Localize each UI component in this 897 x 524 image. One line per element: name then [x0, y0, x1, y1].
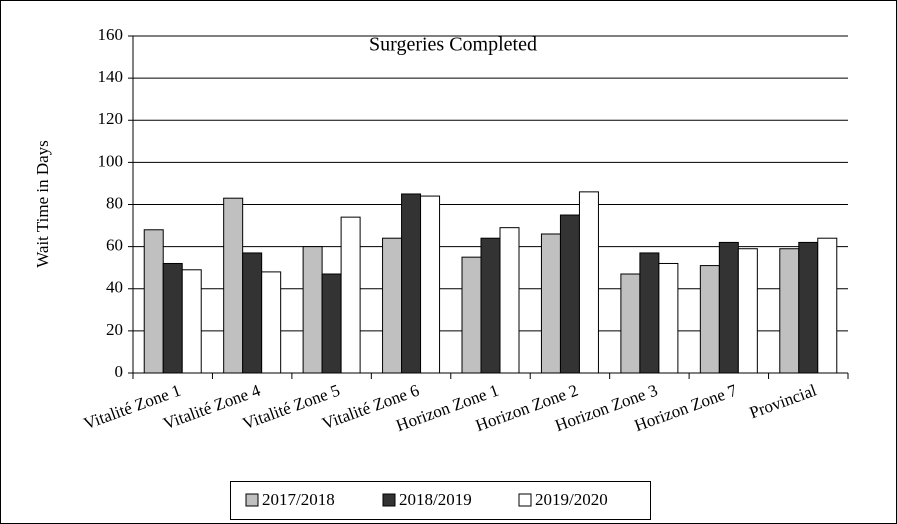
- bar: [639, 252, 660, 374]
- bar: [480, 237, 501, 374]
- y-tick-label: 40: [106, 278, 123, 297]
- bar: [578, 191, 599, 374]
- y-tick-label: 60: [106, 236, 123, 255]
- y-axis-label: Wait Time in Days: [33, 140, 52, 268]
- y-tick-label: 20: [106, 320, 123, 339]
- bar: [382, 237, 403, 374]
- legend-swatch: [382, 493, 396, 507]
- bar: [559, 214, 580, 374]
- y-tick-label: 100: [98, 151, 124, 170]
- legend-label: 2018/2019: [399, 490, 472, 509]
- y-tick-label: 0: [115, 362, 124, 381]
- legend-box: [230, 481, 651, 520]
- bar: [261, 271, 282, 374]
- legend-label: 2019/2020: [535, 490, 608, 509]
- bar: [540, 233, 561, 374]
- bar: [817, 237, 838, 374]
- legend-swatch: [518, 493, 532, 507]
- bar: [620, 273, 641, 374]
- y-tick-label: 160: [98, 25, 124, 44]
- chart-title: Surgeries Completed: [369, 34, 537, 56]
- bar: [162, 262, 183, 374]
- legend-label: 2017/2018: [262, 490, 335, 509]
- bar: [737, 248, 758, 374]
- bar: [302, 246, 323, 374]
- legend-swatch: [245, 493, 259, 507]
- bar: [779, 248, 800, 374]
- y-tick-label: 120: [98, 109, 124, 128]
- bar: [143, 229, 164, 374]
- y-tick-label: 140: [98, 67, 124, 86]
- bar: [798, 241, 819, 374]
- bar: [499, 227, 520, 374]
- bar: [321, 273, 342, 374]
- y-tick-label: 80: [106, 193, 123, 212]
- bar: [699, 265, 720, 374]
- bar: [658, 262, 679, 374]
- bar: [718, 241, 739, 374]
- bar: [461, 256, 482, 374]
- bar: [181, 269, 202, 374]
- bar: [242, 252, 263, 374]
- bar: [223, 197, 244, 374]
- bar: [340, 216, 361, 374]
- bar: [420, 195, 441, 374]
- bar: [401, 193, 422, 374]
